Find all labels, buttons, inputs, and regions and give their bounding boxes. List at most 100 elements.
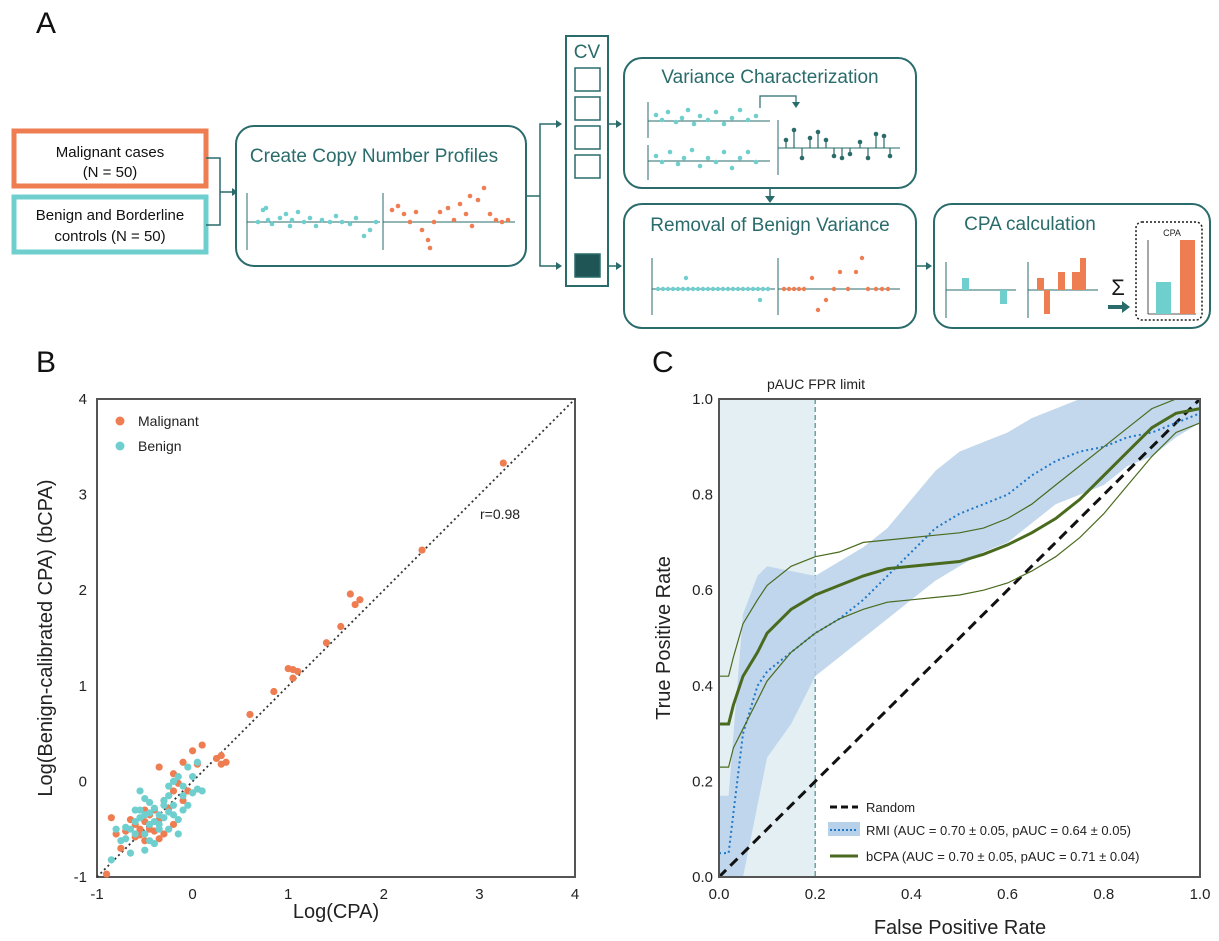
legend-label-rmi: RMI (AUC = 0.70 ± 0.05, pAUC = 0.64 ± 0.… xyxy=(866,823,1131,838)
rem-dot-benign xyxy=(680,286,686,292)
scatter-point-benign xyxy=(131,806,139,814)
var-stem-dot xyxy=(831,153,837,159)
var-dot xyxy=(697,163,703,169)
x-tick-label: -1 xyxy=(90,886,103,903)
cnp-dot-benign xyxy=(283,211,289,217)
benign-input-label-1: Benign and Borderline xyxy=(36,207,184,224)
arrow-head-icon xyxy=(556,262,562,270)
scatter-point-benign xyxy=(174,816,182,824)
rem-dot-malignant xyxy=(879,286,885,292)
scatter-point-malignant xyxy=(155,835,163,843)
cnp-dot-malignant xyxy=(425,237,431,243)
legend-label-random: Random xyxy=(866,800,915,815)
scatter-point-malignant xyxy=(337,622,345,631)
rem-dot-benign xyxy=(760,286,766,292)
scatter-point-benign xyxy=(184,801,192,809)
var-dot xyxy=(737,107,743,113)
roc-curves xyxy=(717,397,1202,879)
scatter-point-benign xyxy=(179,782,187,790)
var-dot xyxy=(745,117,751,123)
rem-dot-benign xyxy=(730,286,736,292)
arrow-head-icon xyxy=(765,196,775,203)
scatter-point-malignant xyxy=(102,870,111,878)
arrow-head-icon xyxy=(556,120,562,128)
scatter-point-benign xyxy=(179,806,187,814)
cnp-dot-malignant xyxy=(469,223,475,229)
cnp-dot-benign xyxy=(287,223,293,229)
scatter-y-axis-label: Log(Benign-calibrated CPA) (bCPA) xyxy=(35,479,57,796)
scatter-point-malignant xyxy=(169,820,178,829)
x-tick-label: 2 xyxy=(380,886,388,903)
scatter-point-malignant xyxy=(189,747,197,755)
scatter-point-malignant xyxy=(198,741,206,749)
cnp-dot-benign xyxy=(333,213,339,219)
var-stem-dot xyxy=(847,151,853,157)
scatter-point-benign xyxy=(126,849,135,857)
scatter-point-benign xyxy=(165,782,173,790)
cnp-dot-benign xyxy=(313,223,319,229)
scatter-point-benign xyxy=(136,787,144,795)
scatter-point-malignant xyxy=(351,600,359,609)
x-tick-label: 0 xyxy=(188,886,196,903)
cnp-dot-malignant xyxy=(493,217,499,223)
cnp-dot-benign xyxy=(265,217,271,223)
roc-ticks: 0.0 0.2 0.4 0.6 0.8 1.0 0.0 0.2 0.4 0.6 0.8 1.0 xyxy=(692,391,1210,903)
scatter-point-malignant xyxy=(284,664,292,673)
var-dot xyxy=(737,155,743,161)
scatter-point-benign xyxy=(145,798,154,807)
rem-dot-benign xyxy=(655,286,661,292)
cpa-bar-malignant xyxy=(1072,272,1080,290)
cnp-dot-malignant xyxy=(389,207,395,213)
var-dot xyxy=(665,109,671,115)
cnp-dot-malignant xyxy=(395,203,401,209)
rem-dot-benign xyxy=(700,286,706,292)
cpa-result-label: CPA xyxy=(1163,228,1181,238)
rem-dot-benign xyxy=(755,286,761,292)
scatter-point-malignant xyxy=(160,830,168,838)
y-tick-label: 0.6 xyxy=(692,582,713,599)
cnp-dot-malignant xyxy=(413,209,419,215)
y-tick-label: 0.2 xyxy=(692,773,713,790)
var-stem-dot xyxy=(857,139,863,145)
rem-dot-malignant xyxy=(865,286,871,292)
rem-dot-malignant xyxy=(796,286,802,292)
rem-dot-benign xyxy=(710,286,716,292)
rem-dot-benign xyxy=(765,286,771,292)
cnp-dot-benign xyxy=(307,215,313,221)
cnp-dot-malignant xyxy=(407,219,413,225)
cnp-dot-benign xyxy=(373,219,379,225)
scatter-point-benign xyxy=(184,763,192,771)
scatter-point-malignant xyxy=(117,844,125,852)
var-dot xyxy=(729,115,735,121)
correlation-annotation: r=0.98 xyxy=(480,506,520,522)
arrow-head-icon xyxy=(926,262,932,270)
var-stem-dot xyxy=(881,133,887,139)
scatter-point-benign xyxy=(189,773,197,781)
y-tick-label: 0.8 xyxy=(692,487,713,504)
var-stem-dot xyxy=(873,131,879,137)
rem-dot-malignant xyxy=(885,286,891,292)
var-dot xyxy=(659,159,665,165)
cv-fold xyxy=(574,125,601,150)
var-dot xyxy=(729,165,735,171)
x-tick-label: 0.0 xyxy=(709,886,730,903)
scatter-point-benign xyxy=(141,846,149,854)
var-dot xyxy=(659,117,665,123)
var-dot xyxy=(653,153,659,159)
roc-y-axis-label: True Positive Rate xyxy=(653,556,675,720)
cnp-dot-benign xyxy=(277,215,283,221)
scatter-point-malignant xyxy=(212,754,221,763)
rem-dot-benign xyxy=(670,286,676,292)
cpa-title: CPA calculation xyxy=(964,214,1096,235)
x-tick-label: 0.4 xyxy=(901,886,922,903)
cnp-dot-benign xyxy=(295,209,301,215)
roc-legend: Random RMI (AUC = 0.70 ± 0.05, pAUC = 0.… xyxy=(828,800,1139,864)
y-tick-label: 4 xyxy=(79,391,87,408)
scatter-point-malignant xyxy=(346,590,354,598)
rem-dot-benign xyxy=(750,286,756,292)
legend-label-benign: Benign xyxy=(138,438,182,454)
rem-dot-benign xyxy=(685,286,691,292)
var-dot xyxy=(689,147,695,153)
var-stem-dot xyxy=(839,155,845,161)
var-dot xyxy=(745,149,751,155)
